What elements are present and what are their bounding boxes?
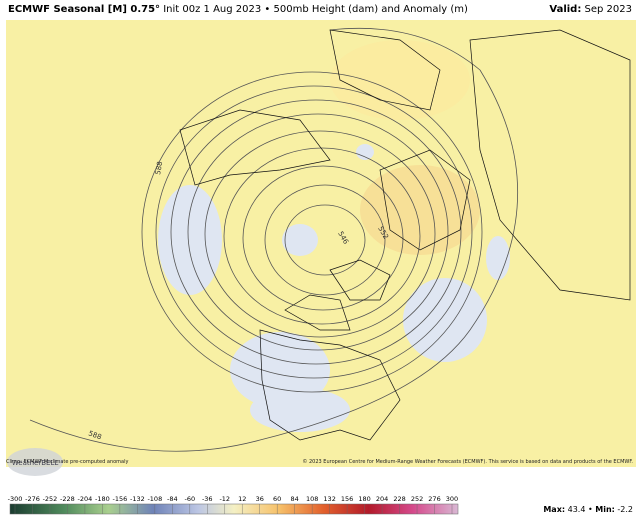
colorbar-tick-label: -60 (184, 495, 195, 503)
colorbar-tick-label: -180 (95, 495, 110, 503)
header: ECMWF Seasonal [M] 0.75° Init 00z 1 Aug … (0, 0, 640, 20)
climo-note: Climo: ECMWF M-climate pre-computed anom… (6, 459, 128, 465)
colorbar (9, 503, 459, 515)
colorbar-tick-label: -36 (202, 495, 213, 503)
colorbar-tick-label: -84 (167, 495, 178, 503)
colorbar-tick-label: 36 (256, 495, 264, 503)
min-label: Min: (595, 505, 615, 514)
colorbar-tick-label: 300 (446, 495, 458, 503)
coastlines (179, 29, 631, 441)
colorbar-tick-label: 108 (306, 495, 318, 503)
title: ECMWF Seasonal [M] 0.75° Init 00z 1 Aug … (8, 0, 468, 20)
logo-badge (7, 448, 63, 476)
warm-patches (330, 40, 480, 255)
colorbar-tick-label: -252 (43, 495, 58, 503)
valid-value: Sep 2023 (584, 4, 632, 15)
colorbar-tick-label: 156 (341, 495, 353, 503)
copyright: © 2023 European Centre for Medium-Range … (302, 458, 633, 465)
colorbar-tick-label: -204 (78, 495, 93, 503)
valid: Valid: Sep 2023 (549, 0, 632, 20)
colorbar-tick-label: 132 (323, 495, 335, 503)
colorbar-tick-label: -300 (8, 495, 23, 503)
colorbar-tick-label: -156 (112, 495, 127, 503)
title-bold: ECMWF Seasonal [M] 0.75° (8, 4, 161, 15)
colorbar-tick-label: -276 (25, 495, 40, 503)
colorbar-tick-label: 60 (273, 495, 281, 503)
stats: Max: 43.4 • Min: -2.2 (543, 505, 633, 514)
colorbar-tick-label: -132 (130, 495, 145, 503)
colorbar-tick-label: 276 (428, 495, 440, 503)
colorbar-tick-label: -228 (60, 495, 75, 503)
colorbar-tick-label: 84 (291, 495, 299, 503)
logo: WeatherBELL (12, 459, 59, 467)
colorbar-tick-label: 12 (238, 495, 246, 503)
max-label: Max: (543, 505, 565, 514)
colorbar-tick-label: -108 (147, 495, 162, 503)
height-contours (29, 27, 518, 452)
colorbar-tick-label: -12 (219, 495, 230, 503)
colorbar-tick-label: 180 (358, 495, 370, 503)
colorbar-tick-label: 252 (411, 495, 423, 503)
colorbar-tick-label: 204 (376, 495, 388, 503)
colorbar-tick-label: 228 (393, 495, 405, 503)
title-rest: Init 00z 1 Aug 2023 • 500mb Height (dam)… (163, 4, 468, 15)
max-value: 43.4 (568, 505, 586, 514)
separator: • (588, 505, 593, 514)
contour-label: 588 (154, 161, 164, 176)
min-value: -2.2 (617, 505, 633, 514)
valid-label: Valid: (549, 4, 582, 15)
